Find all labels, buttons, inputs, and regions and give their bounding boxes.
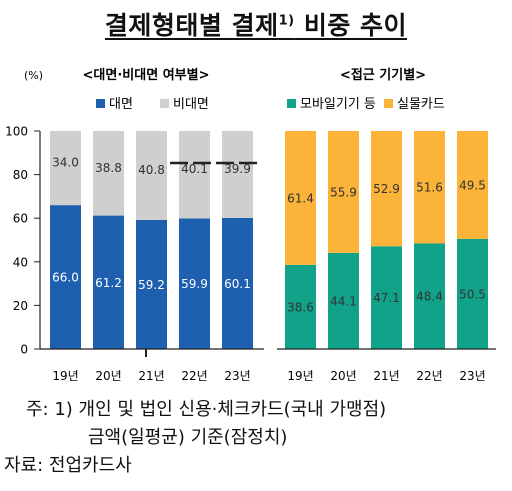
face-x-tick-label: 19년 <box>52 369 78 383</box>
face-bar-segment <box>179 218 210 349</box>
device-data-label: 38.6 <box>287 300 314 314</box>
face-bar-segment <box>136 219 167 349</box>
face-bar-segment <box>50 131 81 206</box>
y-axis-unit: (%) <box>24 69 43 82</box>
face-bar-segment <box>50 205 81 349</box>
face-data-label: 60.1 <box>224 277 251 291</box>
device-bar-segment <box>457 238 488 349</box>
device-x-tick-label: 20년 <box>330 369 356 383</box>
device-x-tick-label: 19년 <box>287 369 313 383</box>
face-data-label: 34.0 <box>52 156 79 170</box>
device-bar-segment <box>285 264 316 349</box>
device-legend-label: 모바일기기 등 <box>300 97 376 112</box>
device-bar-segment <box>371 131 402 247</box>
y-tick-label: 40 <box>13 255 28 269</box>
device-legend-swatch <box>287 99 296 108</box>
face-data-label: 40.8 <box>138 163 165 177</box>
face-bar-segment <box>222 217 253 349</box>
y-tick-label: 0 <box>20 343 28 357</box>
face-legend-label: 비대면 <box>173 97 209 112</box>
y-tick-label: 100 <box>5 125 28 139</box>
device-data-label: 47.1 <box>373 291 400 305</box>
face-data-label: 66.0 <box>52 271 79 285</box>
device-bar-segment <box>414 243 445 349</box>
title-tail: 비중 추이 <box>294 11 408 40</box>
face-x-tick-label: 23년 <box>224 369 250 383</box>
device-bar-segment <box>371 246 402 349</box>
device-panel-title: <접근 기기별> <box>340 67 426 83</box>
device-data-label: 48.4 <box>416 290 443 304</box>
device-data-label: 49.5 <box>459 178 486 192</box>
device-data-label: 52.9 <box>373 182 400 196</box>
device-bar-segment <box>414 131 445 244</box>
source-note: 자료: 전업카드사 <box>4 455 132 476</box>
chart-title: 결제형태별 결제1) 비중 추이 <box>0 6 512 42</box>
face-panel-title: <대면·비대면 여부별> <box>83 67 210 83</box>
device-bar-segment <box>328 252 359 349</box>
face-legend-swatch <box>96 99 105 108</box>
face-x-tick-label: 21년 <box>138 369 164 383</box>
device-bar-segment <box>285 131 316 265</box>
device-data-label: 44.1 <box>330 294 357 308</box>
face-data-label: 61.2 <box>95 276 122 290</box>
face-bar-segment <box>179 131 210 219</box>
face-bar-segment <box>222 131 253 218</box>
footnote-line-1: 주: 1) 개인 및 법인 신용·체크카드(국내 가맹점) <box>26 399 387 420</box>
face-data-label: 39.9 <box>224 162 251 176</box>
face-data-label: 38.8 <box>95 161 122 175</box>
device-data-label: 51.6 <box>416 181 443 195</box>
footnote-line-2: 금액(일평균) 기준(잠정치) <box>88 427 288 448</box>
device-legend-swatch <box>384 99 393 108</box>
face-x-tick-label: 20년 <box>95 369 121 383</box>
face-data-label: 40.1 <box>181 162 208 176</box>
face-legend-swatch <box>160 99 169 108</box>
device-x-tick-label: 23년 <box>459 369 485 383</box>
device-x-tick-label: 21년 <box>373 369 399 383</box>
title-footnote-mark: 1) <box>278 13 295 29</box>
device-legend-label: 실물카드 <box>397 97 445 112</box>
device-data-label: 55.9 <box>330 185 357 199</box>
y-tick-label: 60 <box>13 212 28 226</box>
device-x-tick-label: 22년 <box>416 369 442 383</box>
device-data-label: 61.4 <box>287 191 314 205</box>
face-data-label: 59.9 <box>181 277 208 291</box>
face-data-label: 59.2 <box>138 278 165 292</box>
face-x-tick-label: 22년 <box>181 369 207 383</box>
face-bar-segment <box>136 131 167 220</box>
y-tick-label: 20 <box>13 299 28 313</box>
device-data-label: 50.5 <box>459 287 486 301</box>
face-bar-segment <box>93 131 124 216</box>
device-bar-segment <box>328 131 359 253</box>
y-tick-label: 80 <box>13 168 28 182</box>
face-bar-segment <box>93 215 124 349</box>
face-legend-label: 대면 <box>109 97 133 112</box>
device-bar-segment <box>457 131 488 239</box>
title-main: 결제형태별 결제 <box>104 11 279 40</box>
